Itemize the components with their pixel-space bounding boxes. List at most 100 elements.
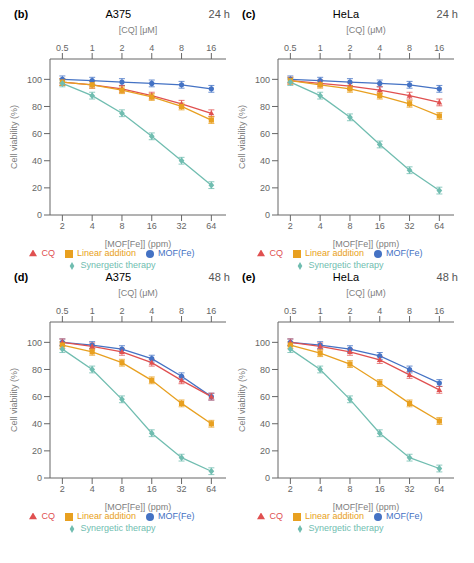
svg-text:4: 4	[377, 43, 382, 53]
svg-text:0.5: 0.5	[284, 306, 297, 316]
svg-text:80: 80	[32, 102, 42, 112]
html-text:24 h: 24 h	[436, 8, 458, 20]
svg-text:80: 80	[32, 365, 42, 375]
svg-text:0.5: 0.5	[284, 43, 297, 53]
svg-text:Cell viability (%): Cell viability (%)	[9, 105, 19, 169]
svg-text:100: 100	[27, 75, 42, 85]
svg-text:0: 0	[265, 210, 270, 220]
svg-text:32: 32	[405, 221, 415, 231]
html-text:A375: A375	[105, 271, 132, 283]
svg-text:4: 4	[149, 43, 154, 53]
svg-text:8: 8	[347, 484, 352, 494]
svg-text:[MOF[Fe]] (ppm): [MOF[Fe]] (ppm)	[105, 502, 172, 512]
svg-text:32: 32	[405, 484, 415, 494]
svg-text:32: 32	[177, 221, 187, 231]
svg-text:[CQ] (μM): [CQ] (μM)	[118, 288, 158, 298]
svg-text:4: 4	[318, 221, 323, 231]
svg-text:60: 60	[260, 129, 270, 139]
html-text:48 h: 48 h	[208, 271, 230, 283]
html-text:24 h: 24 h	[208, 8, 230, 20]
svg-text:[CQ] (μM): [CQ] (μM)	[346, 25, 386, 35]
svg-text:1: 1	[318, 306, 323, 316]
svg-text:8: 8	[119, 221, 124, 231]
svg-text:60: 60	[32, 392, 42, 402]
svg-text:0.5: 0.5	[56, 306, 69, 316]
svg-text:40: 40	[32, 419, 42, 429]
svg-text:64: 64	[206, 484, 216, 494]
svg-text:16: 16	[206, 43, 216, 53]
svg-text:20: 20	[32, 446, 42, 456]
svg-text:[MOF[Fe]] (ppm): [MOF[Fe]] (ppm)	[333, 502, 400, 512]
svg-text:1: 1	[90, 306, 95, 316]
svg-text:[CQ] (μM): [CQ] (μM)	[346, 288, 386, 298]
svg-text:32: 32	[177, 484, 187, 494]
svg-text:8: 8	[119, 484, 124, 494]
html-text:(c): (c)	[242, 8, 256, 20]
svg-text:40: 40	[260, 156, 270, 166]
svg-text:1: 1	[318, 43, 323, 53]
svg-text:[CQ] [μM]: [CQ] [μM]	[119, 25, 158, 35]
svg-text:16: 16	[434, 306, 444, 316]
svg-text:16: 16	[147, 221, 157, 231]
svg-text:16: 16	[434, 43, 444, 53]
svg-text:16: 16	[147, 484, 157, 494]
svg-text:0: 0	[265, 473, 270, 483]
svg-text:2: 2	[119, 306, 124, 316]
svg-text:4: 4	[149, 306, 154, 316]
svg-text:0: 0	[37, 473, 42, 483]
svg-text:80: 80	[260, 365, 270, 375]
svg-text:[MOF[Fe]] (ppm): [MOF[Fe]] (ppm)	[333, 239, 400, 249]
svg-text:40: 40	[260, 419, 270, 429]
svg-text:100: 100	[255, 338, 270, 348]
svg-text:20: 20	[260, 446, 270, 456]
svg-text:64: 64	[434, 221, 444, 231]
svg-text:4: 4	[377, 306, 382, 316]
svg-text:2: 2	[288, 484, 293, 494]
svg-text:60: 60	[260, 392, 270, 402]
svg-text:64: 64	[434, 484, 444, 494]
svg-text:8: 8	[407, 43, 412, 53]
svg-text:2: 2	[60, 221, 65, 231]
svg-text:16: 16	[375, 221, 385, 231]
html-text:Linear addition: Linear addition	[77, 248, 136, 258]
svg-text:2: 2	[347, 306, 352, 316]
svg-text:2: 2	[119, 43, 124, 53]
html-text:HeLa: HeLa	[332, 8, 360, 20]
svg-text:20: 20	[32, 183, 42, 193]
svg-text:1: 1	[90, 43, 95, 53]
svg-text:8: 8	[407, 306, 412, 316]
svg-text:8: 8	[347, 221, 352, 231]
svg-text:2: 2	[347, 43, 352, 53]
svg-text:60: 60	[32, 129, 42, 139]
svg-text:64: 64	[206, 221, 216, 231]
svg-text:4: 4	[90, 484, 95, 494]
html-text:(b): (b)	[14, 8, 28, 20]
svg-text:Cell viability (%): Cell viability (%)	[9, 368, 19, 432]
svg-text:2: 2	[288, 221, 293, 231]
svg-text:Cell viability (%): Cell viability (%)	[237, 368, 247, 432]
svg-text:0.5: 0.5	[56, 43, 69, 53]
svg-text:100: 100	[27, 338, 42, 348]
svg-text:40: 40	[32, 156, 42, 166]
svg-text:16: 16	[375, 484, 385, 494]
html-text:(d): (d)	[14, 271, 28, 283]
html-text:Synergetic therapy: Synergetic therapy	[80, 260, 156, 270]
svg-text:[MOF[Fe]] (ppm): [MOF[Fe]] (ppm)	[105, 239, 172, 249]
html-text:CQ: CQ	[41, 248, 55, 258]
svg-text:20: 20	[260, 183, 270, 193]
html-text:HeLa: HeLa	[332, 271, 360, 283]
svg-text:16: 16	[206, 306, 216, 316]
svg-text:100: 100	[255, 75, 270, 85]
svg-text:8: 8	[179, 306, 184, 316]
svg-text:0: 0	[37, 210, 42, 220]
html-text:MOF(Fe): MOF(Fe)	[158, 248, 195, 258]
svg-text:2: 2	[60, 484, 65, 494]
svg-text:4: 4	[90, 221, 95, 231]
svg-text:80: 80	[260, 102, 270, 112]
html-text:(e): (e)	[242, 271, 256, 283]
svg-text:8: 8	[179, 43, 184, 53]
html-text:48 h: 48 h	[436, 271, 458, 283]
svg-text:4: 4	[318, 484, 323, 494]
html-text:A375: A375	[105, 8, 132, 20]
svg-text:Cell viability (%): Cell viability (%)	[237, 105, 247, 169]
